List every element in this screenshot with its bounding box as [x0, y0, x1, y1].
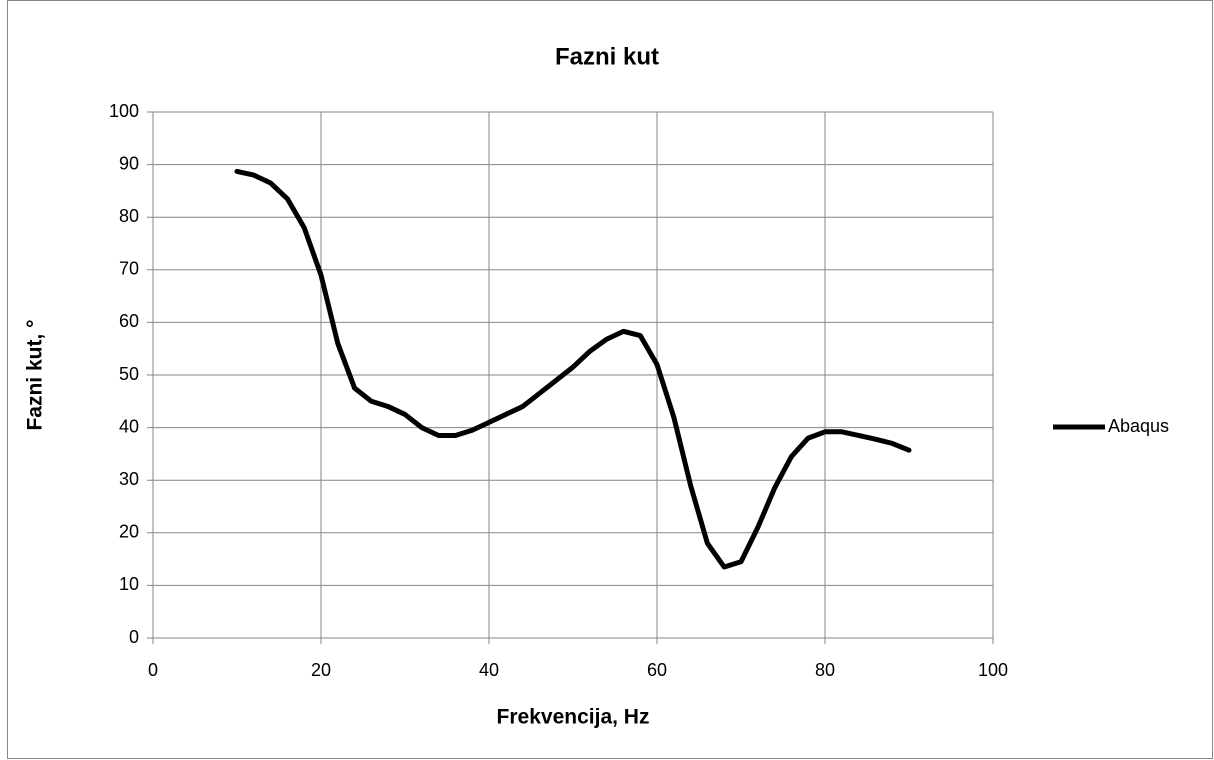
chart-border — [7, 0, 1213, 759]
y-tick-label: 40 — [119, 416, 139, 436]
chart-title: Fazni kut — [555, 43, 659, 70]
y-tick-label: 10 — [119, 574, 139, 594]
x-tick-label: 20 — [311, 660, 331, 680]
y-tick-label: 20 — [119, 522, 139, 542]
y-tick-label: 80 — [119, 206, 139, 226]
legend-label: Abaqus — [1108, 416, 1169, 436]
y-tick-label: 100 — [109, 101, 139, 121]
y-axis-label: Fazni kut, ° — [24, 319, 47, 430]
x-tick-label: 0 — [148, 660, 158, 680]
x-axis-label: Frekvencija, Hz — [497, 706, 650, 729]
x-tick-label: 60 — [647, 660, 667, 680]
y-tick-label: 30 — [119, 469, 139, 489]
y-tick-label: 0 — [129, 627, 139, 647]
x-tick-label: 80 — [815, 660, 835, 680]
y-tick-label: 70 — [119, 259, 139, 279]
x-tick-label: 100 — [978, 660, 1008, 680]
y-tick-label: 50 — [119, 364, 139, 384]
y-tick-label: 90 — [119, 153, 139, 173]
data-line — [234, 168, 912, 570]
y-tick-label: 60 — [119, 311, 139, 331]
x-tick-label: 40 — [479, 660, 499, 680]
